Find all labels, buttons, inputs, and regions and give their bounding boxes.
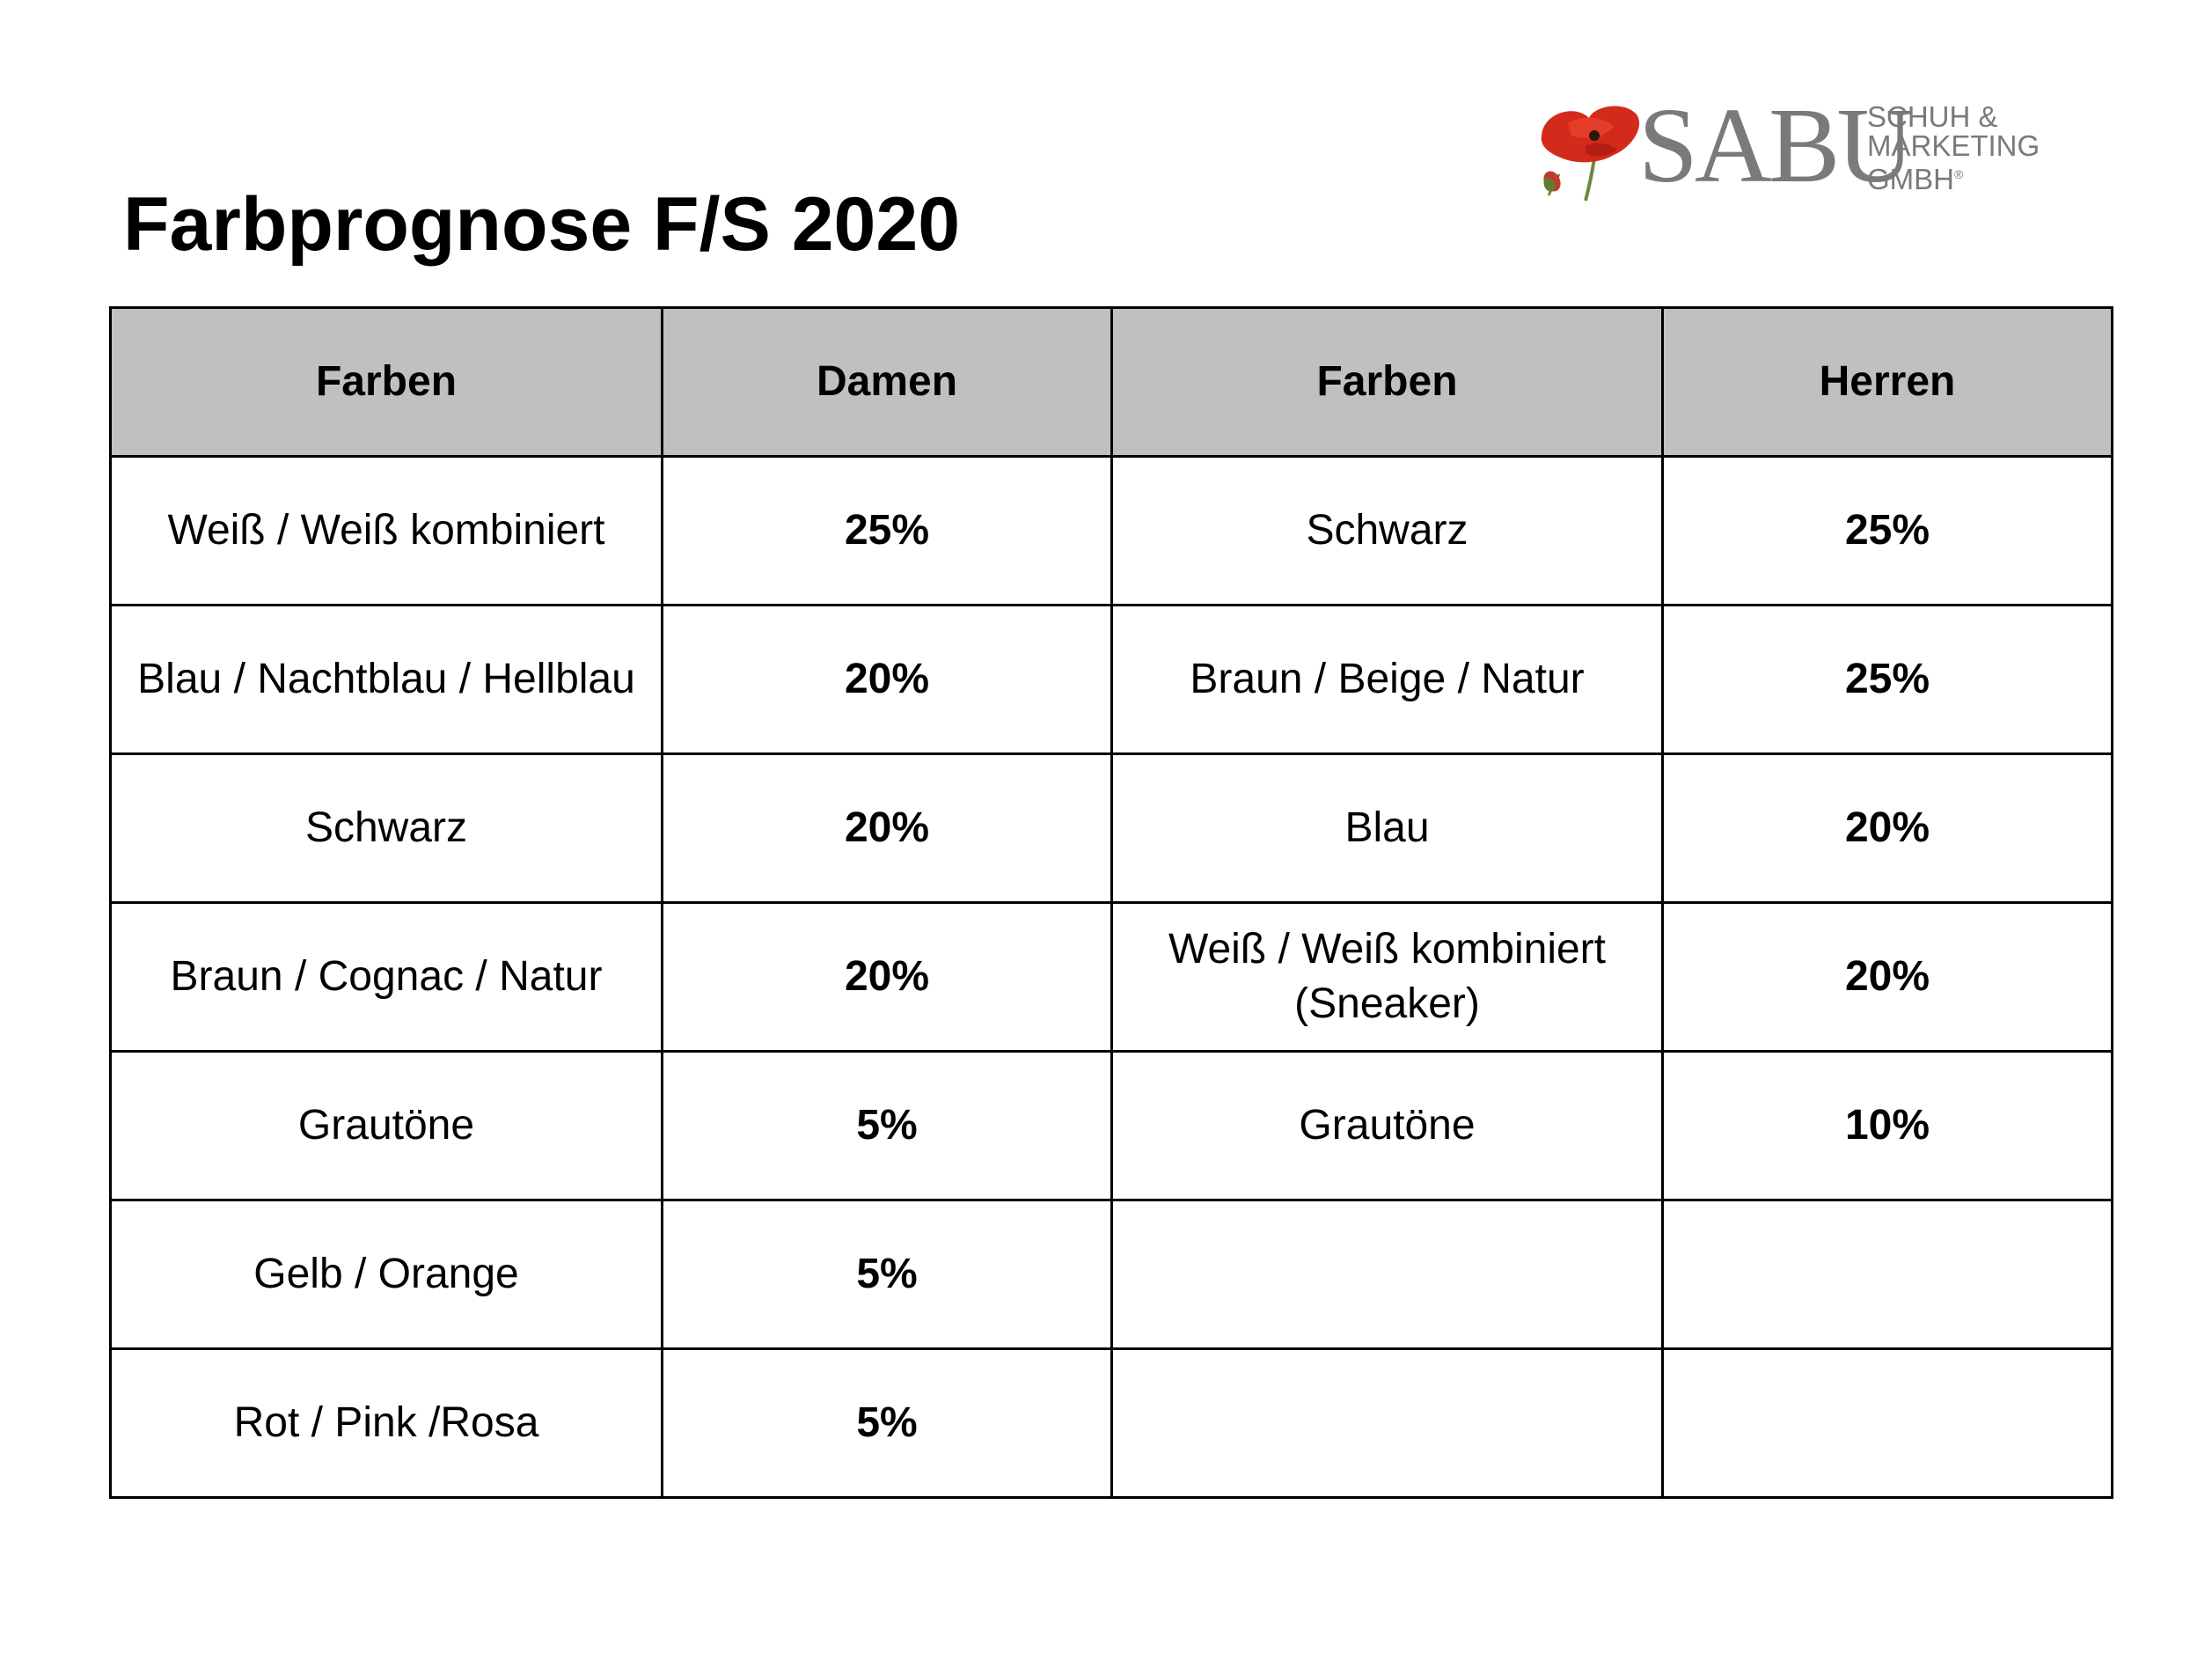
herren-percent-cell: 25% bbox=[1661, 604, 2113, 755]
herren-color-cell: Braun / Beige / Natur bbox=[1110, 604, 1664, 755]
table-row: Grautöne 5% Grautöne 10% bbox=[109, 1050, 2113, 1201]
company-logo: SABU SCHUH & MARKETING GMBH® bbox=[1533, 92, 2061, 202]
table-row: Weiß / Weiß kombiniert 25% Schwarz 25% bbox=[109, 455, 2113, 606]
damen-percent-cell: 20% bbox=[661, 752, 1113, 904]
damen-percent-cell: 20% bbox=[661, 604, 1113, 755]
color-forecast-table: Farben Damen Farben Herren Weiß / Weiß k… bbox=[109, 306, 2113, 1499]
damen-color-cell: Blau / Nachtblau / Hellblau bbox=[109, 604, 663, 755]
herren-percent-cell bbox=[1661, 1347, 2113, 1499]
herren-color-cell: Schwarz bbox=[1110, 455, 1664, 606]
table-row: Rot / Pink /Rosa 5% bbox=[109, 1347, 2113, 1499]
herren-color-cell bbox=[1110, 1347, 1664, 1499]
header-farben-herren: Farben bbox=[1110, 306, 1664, 458]
table-row: Blau / Nachtblau / Hellblau 20% Braun / … bbox=[109, 604, 2113, 755]
damen-color-cell: Grautöne bbox=[109, 1050, 663, 1201]
damen-color-cell: Braun / Cognac / Natur bbox=[109, 901, 663, 1053]
damen-color-cell: Gelb / Orange bbox=[109, 1199, 663, 1350]
damen-color-cell: Weiß / Weiß kombiniert bbox=[109, 455, 663, 606]
herren-color-cell bbox=[1110, 1199, 1664, 1350]
logo-brand-text: SABU bbox=[1638, 86, 1914, 205]
damen-percent-cell: 5% bbox=[661, 1050, 1113, 1201]
table-row: Braun / Cognac / Natur 20% Weiß / Weiß k… bbox=[109, 901, 2113, 1053]
poppy-flower-icon bbox=[1541, 106, 1640, 202]
damen-percent-cell: 20% bbox=[661, 901, 1113, 1053]
herren-color-cell: Blau bbox=[1110, 752, 1664, 904]
logo-sub-line-2: MARKETING bbox=[1867, 129, 2040, 162]
damen-color-cell: Rot / Pink /Rosa bbox=[109, 1347, 663, 1499]
herren-color-cell: Weiß / Weiß kombiniert (Sneaker) bbox=[1110, 901, 1664, 1053]
table-row: Schwarz 20% Blau 20% bbox=[109, 752, 2113, 904]
damen-percent-cell: 5% bbox=[661, 1347, 1113, 1499]
logo-subtitle: SCHUH & MARKETING GMBH® bbox=[1867, 102, 2040, 194]
logo-sub-line-1: SCHUH & bbox=[1867, 100, 1998, 133]
header-damen: Damen bbox=[661, 306, 1113, 458]
herren-percent-cell: 20% bbox=[1661, 752, 2113, 904]
herren-percent-cell bbox=[1661, 1199, 2113, 1350]
damen-color-cell: Schwarz bbox=[109, 752, 663, 904]
registered-mark: ® bbox=[1954, 167, 1964, 181]
herren-percent-cell: 20% bbox=[1661, 901, 2113, 1053]
herren-color-cell: Grautöne bbox=[1110, 1050, 1664, 1201]
herren-percent-cell: 10% bbox=[1661, 1050, 2113, 1201]
header-herren: Herren bbox=[1661, 306, 2113, 458]
logo-sub-line-3-text: GMBH bbox=[1867, 163, 1954, 195]
table-header-row: Farben Damen Farben Herren bbox=[109, 306, 2113, 458]
logo-sub-line-3: GMBH® bbox=[1867, 160, 2040, 194]
damen-percent-cell: 25% bbox=[661, 455, 1113, 606]
header-farben-damen: Farben bbox=[109, 306, 663, 458]
table-row: Gelb / Orange 5% bbox=[109, 1199, 2113, 1350]
herren-percent-cell: 25% bbox=[1661, 455, 2113, 606]
page-title: Farbprognose F/S 2020 bbox=[123, 182, 961, 267]
damen-percent-cell: 5% bbox=[661, 1199, 1113, 1350]
